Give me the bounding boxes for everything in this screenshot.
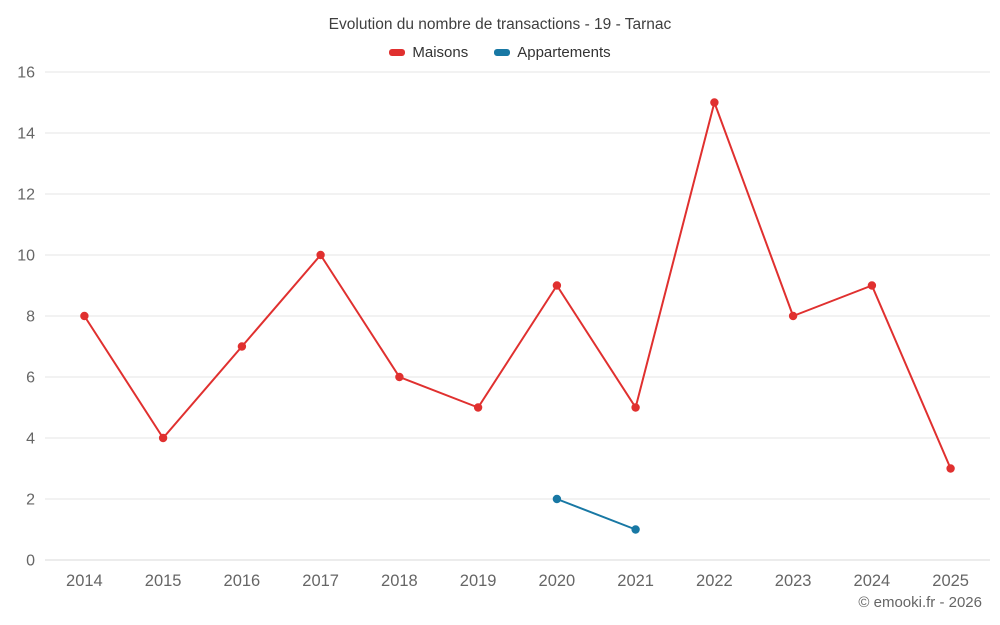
x-axis-tick-label-2025: 2025 xyxy=(932,572,969,590)
legend-swatch-maisons xyxy=(389,49,406,56)
data-point-maisons-2025[interactable] xyxy=(946,464,955,473)
data-point-maisons-2019[interactable] xyxy=(473,403,483,412)
x-axis-tick-label-2017: 2017 xyxy=(302,572,339,590)
y-axis-tick-label-6: 6 xyxy=(26,370,35,387)
data-point-maisons-2022[interactable] xyxy=(710,98,719,107)
y-axis-tick-label-2: 2 xyxy=(26,492,35,509)
x-axis-tick-label-2018: 2018 xyxy=(381,572,418,590)
y-axis-tick-label-12: 12 xyxy=(17,187,35,204)
legend-item-maisons[interactable]: Maisons xyxy=(389,44,468,61)
y-axis-tick-label-8: 8 xyxy=(26,309,35,326)
data-point-appartements-2020[interactable] xyxy=(552,494,562,504)
series-line-maisons xyxy=(83,101,952,470)
data-point-maisons-2021[interactable] xyxy=(631,403,640,412)
x-axis-tick-label-2022: 2022 xyxy=(696,572,733,590)
x-axis-tick-label-2024: 2024 xyxy=(854,572,891,590)
y-axis-tick-label-10: 10 xyxy=(17,248,35,265)
y-axis-tick-label-14: 14 xyxy=(17,126,35,143)
data-point-maisons-2023[interactable] xyxy=(788,311,798,321)
footer-credit: © emooki.fr - 2026 xyxy=(858,594,982,611)
y-axis-tick-label-16: 16 xyxy=(17,65,35,82)
data-point-maisons-2014[interactable] xyxy=(80,311,89,321)
legend-label-appartements: Appartements xyxy=(517,44,611,61)
data-point-maisons-2016[interactable] xyxy=(237,342,247,351)
data-point-maisons-2017[interactable] xyxy=(316,250,325,260)
x-axis-tick-label-2020: 2020 xyxy=(539,572,576,590)
x-axis-tick-label-2015: 2015 xyxy=(145,572,182,590)
legend-item-appartements[interactable]: Appartements xyxy=(494,44,611,61)
x-axis-tick-label-2023: 2023 xyxy=(775,572,812,590)
data-point-appartements-2021[interactable] xyxy=(631,525,640,534)
x-axis-tick-label-2021: 2021 xyxy=(617,572,654,590)
series-line-appartements xyxy=(555,498,637,531)
data-point-maisons-2020[interactable] xyxy=(552,281,562,290)
y-axis-tick-label-4: 4 xyxy=(26,431,35,448)
legend-label-maisons: Maisons xyxy=(412,44,469,61)
chart-title: Evolution du nombre de transactions - 19… xyxy=(328,16,672,33)
data-point-maisons-2024[interactable] xyxy=(867,281,877,290)
x-axis-tick-label-2019: 2019 xyxy=(460,572,497,590)
x-axis-tick-label-2014: 2014 xyxy=(66,572,103,590)
legend-swatch-appartements xyxy=(494,49,511,56)
chart-legend: Maisons Appartements xyxy=(0,44,1000,61)
data-point-maisons-2015[interactable] xyxy=(158,433,168,443)
y-axis-tick-label-0: 0 xyxy=(26,553,35,570)
data-point-maisons-2018[interactable] xyxy=(395,372,404,382)
x-axis-tick-label-2016: 2016 xyxy=(224,572,261,590)
